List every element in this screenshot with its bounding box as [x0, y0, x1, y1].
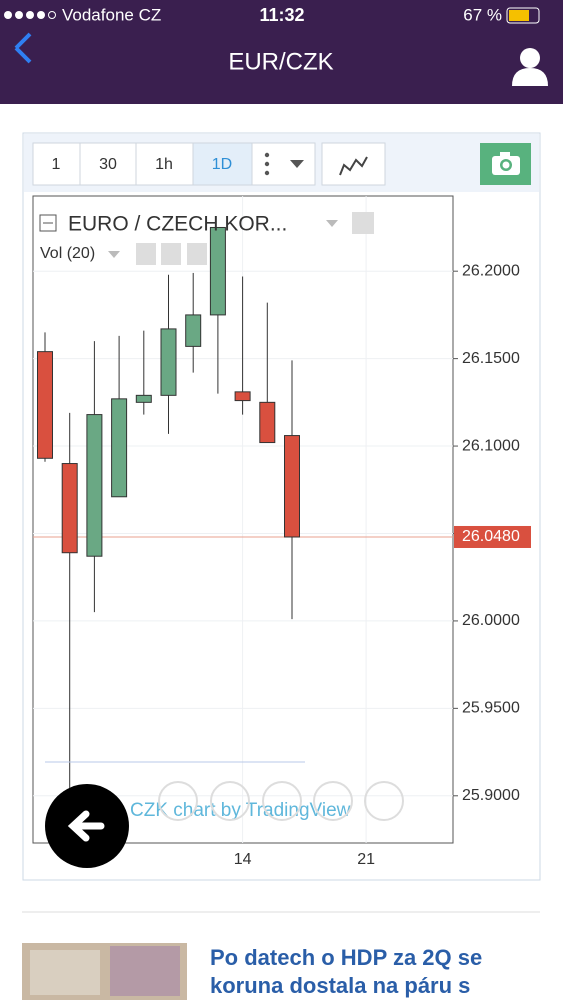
- candle-body: [234, 391, 251, 402]
- interval-label: 30: [99, 156, 117, 173]
- nav-title: EUR/CZK: [228, 48, 333, 75]
- candle-body: [284, 435, 300, 538]
- candle-body: [111, 398, 128, 498]
- interval-menu[interactable]: [251, 142, 316, 186]
- candle-body: [86, 414, 103, 557]
- profile-button[interactable]: [512, 48, 548, 86]
- article-headline[interactable]: koruna dostala na páru s: [210, 973, 470, 998]
- visibility-icon[interactable]: [352, 212, 374, 234]
- candle-body: [209, 226, 226, 316]
- interval-button[interactable]: [192, 142, 253, 186]
- battery-level: 67 %: [463, 5, 502, 24]
- interval-button[interactable]: [79, 142, 137, 186]
- zoom-controls: [158, 781, 404, 821]
- interval-label: 1h: [155, 156, 173, 173]
- interval-button[interactable]: [135, 142, 194, 186]
- y-tick-label: 25.9000: [462, 787, 520, 804]
- candle-body: [259, 401, 276, 444]
- candle-body: [185, 314, 202, 347]
- collapse-icon: [39, 214, 57, 232]
- back-fab-icon: [67, 810, 105, 842]
- toolbar: [32, 142, 386, 186]
- y-tick-label: 26.2000: [462, 262, 520, 279]
- candle-body: [135, 394, 152, 403]
- y-tick-label: 26.1000: [462, 437, 520, 454]
- candle-body: [37, 351, 53, 459]
- dropdown-icon: [326, 220, 338, 227]
- indicator-controls: [108, 243, 207, 265]
- signal: [4, 11, 56, 19]
- candle-body: [61, 463, 78, 554]
- clock: 11:32: [259, 5, 304, 25]
- banknote: [30, 950, 100, 995]
- carrier: Vodafone CZ: [62, 5, 161, 24]
- article-headline[interactable]: Po datech o HDP za 2Q se: [210, 945, 482, 970]
- indicators-icon: [339, 156, 368, 176]
- header-bg: [0, 0, 563, 104]
- battery: [506, 7, 540, 24]
- x-tick-label: 21: [357, 851, 375, 868]
- x-tick-label: 14: [234, 851, 252, 868]
- y-tick-label: 26.1500: [462, 350, 520, 367]
- y-tick-label: 26.0000: [462, 612, 520, 629]
- chart-card: [22, 132, 541, 881]
- interval-label: 1: [52, 156, 61, 173]
- interval-button[interactable]: [32, 142, 81, 186]
- y-tick-label: 25.9500: [462, 700, 520, 717]
- interval-label: 1D: [212, 156, 232, 173]
- back-button[interactable]: [14, 32, 32, 64]
- last-price-tag: [454, 525, 531, 548]
- indicator-label: Vol (20): [40, 245, 95, 262]
- banknote: [110, 946, 180, 996]
- camera-icon: [492, 152, 520, 175]
- chart-title: EURO / CZECH KOR...: [68, 213, 287, 236]
- candle-body: [160, 328, 177, 396]
- battery-fill: [509, 10, 529, 21]
- last-price-label: 26.0480: [462, 528, 520, 545]
- menu-icon: [264, 152, 304, 176]
